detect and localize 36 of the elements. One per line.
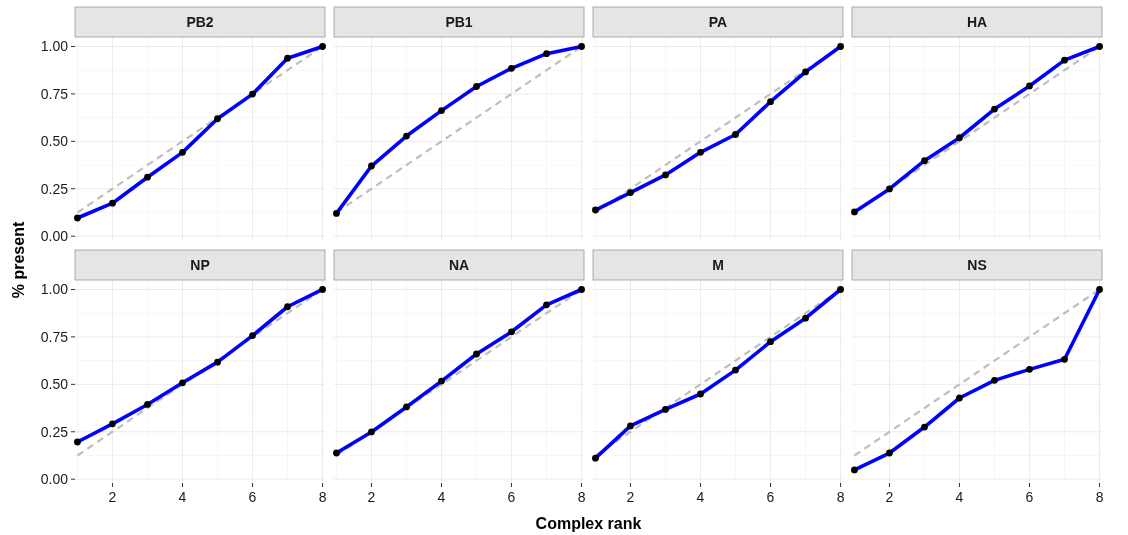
x-tick-label: 8 (577, 489, 586, 505)
x-tick-label: 2 (885, 489, 894, 505)
chart-title: PB2 (186, 14, 214, 30)
x-tick-label: 6 (766, 489, 775, 505)
chart-title: PB1 (445, 14, 473, 30)
y-tick-label: 0.25 (40, 423, 69, 440)
x-tick-label: 8 (318, 489, 327, 505)
x-tick-label: 2 (108, 489, 117, 505)
chart-title: HA (966, 14, 988, 30)
x-tick-label: 4 (955, 489, 964, 505)
x-tick-label: 4 (696, 489, 705, 505)
x-tick-label: 6 (1025, 489, 1034, 505)
chart-title: M (712, 257, 724, 273)
y-tick-label: 0.50 (40, 376, 69, 393)
x-tick-label: 8 (1095, 489, 1104, 505)
y-tick-label: 1.00 (40, 38, 69, 55)
chart-title: NP (190, 257, 210, 273)
x-tick-label: 2 (626, 489, 635, 505)
chart-title: PA (708, 14, 728, 30)
y-tick-label: 0.00 (40, 228, 69, 245)
x-tick-label: 6 (507, 489, 516, 505)
y-tick-label: 0.50 (40, 133, 69, 150)
chart-title: NS (967, 257, 987, 273)
x-axis-title: Complex rank (535, 515, 642, 532)
y-tick-label: 0.75 (40, 328, 69, 345)
y-tick-label: 1.00 (40, 281, 69, 298)
x-tick-label: 4 (437, 489, 446, 505)
y-tick-label: 0.75 (40, 85, 69, 102)
x-tick-label: 4 (178, 489, 187, 505)
chart-title: NA (448, 257, 470, 273)
y-tick-label: 0.00 (40, 471, 69, 488)
y-axis-title: % present (10, 221, 27, 299)
x-tick-label: 8 (836, 489, 845, 505)
x-tick-label: 6 (248, 489, 257, 505)
y-tick-label: 0.25 (40, 180, 69, 197)
x-tick-label: 2 (367, 489, 376, 505)
